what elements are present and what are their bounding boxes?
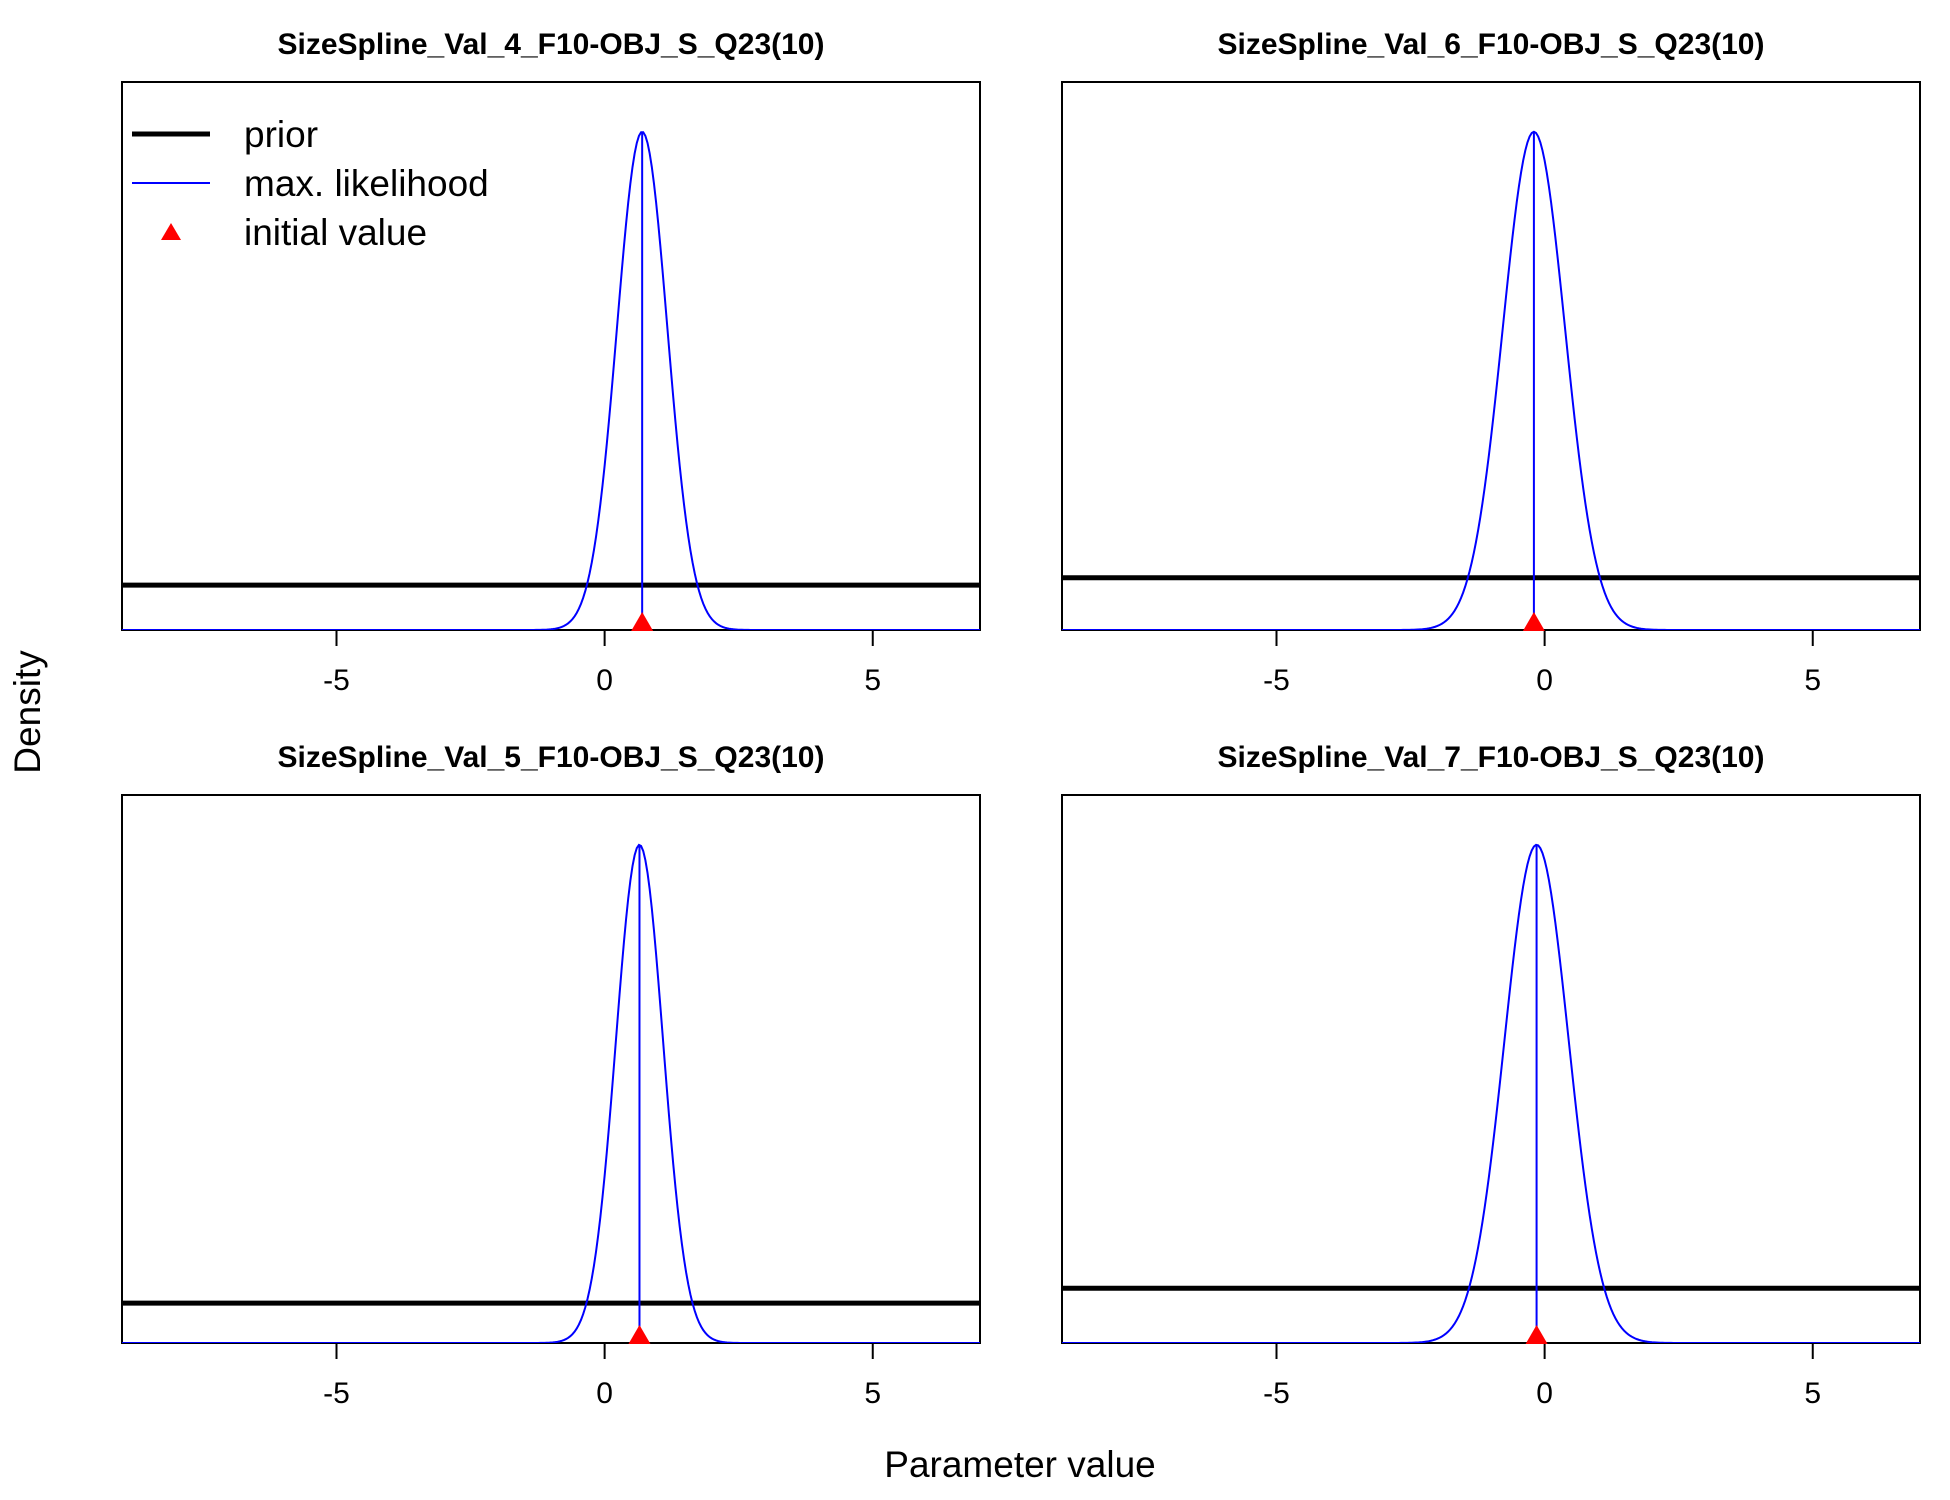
plot-frame (1061, 794, 1921, 1344)
x-tick-label: 5 (864, 664, 881, 697)
panel-4: SizeSpline_Val_7_F10-OBJ_S_Q23(10) -5 0 5 (1061, 741, 1921, 1410)
x-tick-label: 0 (1536, 664, 1553, 697)
panel-title: SizeSpline_Val_4_F10-OBJ_S_Q23(10) (278, 28, 825, 61)
legend-item: prior (132, 114, 318, 155)
legend-label: prior (244, 114, 318, 155)
panel-title: SizeSpline_Val_6_F10-OBJ_S_Q23(10) (1218, 28, 1765, 61)
max-likelihood-curve (122, 131, 980, 630)
x-axis-label: Parameter value (884, 1444, 1155, 1485)
plot-frame (1061, 81, 1921, 631)
x-tick-label: -5 (1263, 664, 1290, 697)
x-tick-label: 0 (596, 1377, 613, 1410)
legend-item: initial value (161, 212, 427, 253)
panel-title: SizeSpline_Val_5_F10-OBJ_S_Q23(10) (278, 741, 825, 774)
initial-value-marker (1525, 1325, 1548, 1344)
plot-area (122, 843, 980, 1343)
panels: SizeSpline_Val_4_F10-OBJ_S_Q23(10)-5 0 5Si… (121, 28, 1921, 1410)
legend-label: initial value (244, 212, 427, 253)
plot-area (122, 131, 980, 630)
max-likelihood-curve (1062, 843, 1920, 1343)
legend-label: max. likelihood (244, 163, 489, 204)
initial-value-marker (1522, 612, 1545, 631)
legend: prior max. likelihood initial value (132, 114, 489, 253)
x-tick-label: 0 (1536, 1377, 1553, 1410)
x-tick-label: 5 (864, 1377, 881, 1410)
legend-item: max. likelihood (132, 163, 489, 204)
initial-value-marker (628, 1325, 651, 1344)
panel-1: SizeSpline_Val_4_F10-OBJ_S_Q23(10) -5 0 5 (121, 28, 981, 697)
x-tick-label: -5 (323, 1377, 350, 1410)
plot-area (1062, 130, 1920, 630)
x-tick-label: -5 (323, 664, 350, 697)
plot-area (1062, 843, 1920, 1343)
x-tick-label: 5 (1804, 664, 1821, 697)
panel-title: SizeSpline_Val_7_F10-OBJ_S_Q23(10) (1218, 741, 1765, 774)
y-axis-label: Density (7, 650, 48, 774)
legend-initial-swatch (161, 223, 181, 240)
panel-3: SizeSpline_Val_5_F10-OBJ_S_Q23(10) -5 0 5 (121, 741, 981, 1410)
max-likelihood-curve (1062, 130, 1920, 630)
panel-2: SizeSpline_Val_6_F10-OBJ_S_Q23(10) -5 0 5 (1061, 28, 1921, 697)
x-tick-label: -5 (1263, 1377, 1290, 1410)
max-likelihood-curve (122, 843, 980, 1343)
initial-value-marker (631, 612, 654, 631)
x-tick-label: 5 (1804, 1377, 1821, 1410)
x-tick-label: 0 (596, 664, 613, 697)
